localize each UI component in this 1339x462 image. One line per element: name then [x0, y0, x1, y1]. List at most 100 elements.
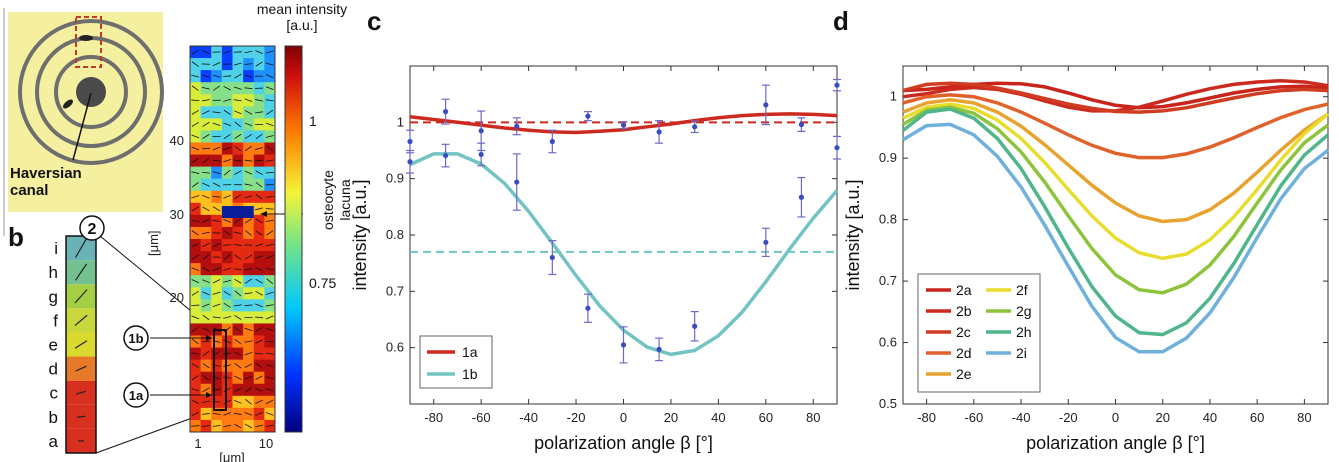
layer-label-g: g — [49, 287, 58, 306]
region-1a-label: 1a — [129, 388, 144, 403]
orientation-tick — [191, 411, 200, 416]
orientation-tick — [191, 49, 199, 55]
orientation-tick — [233, 86, 242, 90]
orientation-tick — [265, 304, 274, 307]
y-tick-label: 0.7 — [386, 283, 404, 298]
orientation-tick — [223, 244, 232, 246]
orientation-tick — [212, 122, 221, 127]
orientation-tick — [223, 316, 232, 319]
layer-orientation-tick — [74, 238, 88, 258]
arrowhead-icon — [206, 392, 212, 398]
layer-orientation-tick — [74, 314, 88, 326]
orientation-tick — [244, 50, 253, 54]
x-tick-label: -80 — [917, 410, 936, 425]
orientation-tick — [265, 243, 274, 247]
orientation-tick — [223, 75, 232, 77]
orientation-tick — [266, 278, 274, 285]
orientation-tick — [202, 374, 210, 381]
orientation-tick — [191, 267, 200, 271]
orientation-tick — [223, 146, 232, 151]
orientation-tick — [265, 195, 274, 198]
orientation-tick — [223, 376, 232, 379]
orientation-tick — [202, 387, 210, 393]
orientation-tick — [234, 314, 242, 320]
orientation-tick — [234, 133, 242, 140]
data-point-1a — [798, 121, 805, 128]
orientation-tick — [255, 290, 263, 296]
orientation-tick — [255, 303, 263, 308]
orientation-tick — [266, 230, 274, 236]
orientation-tick — [234, 254, 242, 260]
orientation-tick — [265, 159, 274, 162]
column-marker-label: 2 — [88, 221, 97, 238]
orientation-tick — [255, 339, 263, 344]
y-tick-label: 0.8 — [879, 212, 897, 227]
lacuna-annotation-line2: lacuna — [337, 179, 353, 220]
orientation-tick — [255, 316, 264, 319]
orientation-tick — [201, 74, 210, 78]
legend-label-1a: 1a — [462, 344, 478, 360]
orientation-tick — [244, 159, 253, 162]
orientation-tick — [191, 171, 200, 174]
region-1b-marker — [123, 325, 149, 351]
layer-column-frame — [65, 235, 97, 454]
orientation-tick — [223, 424, 232, 428]
legend-label-2i: 2i — [1016, 345, 1027, 361]
orientation-tick — [234, 278, 242, 284]
orientation-tick — [255, 147, 264, 150]
data-point-1a — [834, 82, 840, 88]
legend-label-2g: 2g — [1016, 303, 1032, 319]
orientation-tick — [265, 255, 274, 260]
orientation-tick — [212, 146, 221, 151]
orientation-tick — [191, 388, 200, 392]
orientation-tick — [244, 218, 252, 224]
orientation-tick — [266, 109, 274, 115]
orientation-tick — [202, 242, 210, 248]
orientation-tick — [212, 267, 221, 272]
x-tick-label: 0 — [1112, 410, 1119, 425]
orientation-tick — [245, 230, 252, 236]
orientation-tick — [233, 110, 242, 115]
series-line-2c — [902, 81, 1329, 114]
data-point-1a — [514, 123, 520, 129]
orientation-tick — [201, 86, 210, 90]
orientation-tick — [191, 254, 199, 260]
data-point-1b — [549, 254, 555, 261]
legend-label-2c: 2c — [956, 324, 971, 340]
orientation-tick — [255, 278, 263, 284]
orientation-tick — [265, 424, 274, 428]
orientation-tick — [244, 87, 253, 90]
orientation-tick — [202, 363, 210, 369]
orientation-tick — [212, 111, 221, 114]
orientation-tick — [233, 99, 242, 102]
y-tick-label: 1 — [397, 114, 404, 129]
orientation-tick — [191, 109, 199, 115]
orientation-tick — [202, 314, 210, 321]
orientation-tick — [202, 254, 210, 260]
orientation-tick — [255, 111, 264, 114]
data-point-1a — [656, 129, 662, 135]
colorbar-title-line2: [a.u.] — [286, 17, 317, 33]
intensity-heatmap — [190, 46, 276, 433]
orientation-tick — [265, 268, 274, 270]
orientation-tick — [223, 254, 231, 260]
x-tick-label: -20 — [567, 410, 586, 425]
orientation-tick — [223, 169, 231, 176]
orientation-tick — [244, 292, 253, 295]
orientation-tick — [223, 133, 231, 139]
lacuna-spot — [221, 206, 254, 218]
map-ytick: 20 — [170, 290, 184, 305]
orientation-tick — [265, 352, 274, 355]
panel-d-label: d — [833, 6, 849, 36]
orientation-tick — [234, 121, 242, 128]
orientation-tick — [265, 99, 274, 102]
y-tick-label: 0.7 — [879, 273, 897, 288]
orientation-tick — [212, 279, 221, 284]
x-tick-label: 0 — [620, 410, 627, 425]
highlight-region-box — [75, 16, 102, 68]
panel-c-label: c — [367, 6, 381, 36]
orientation-tick — [255, 255, 263, 259]
orientation-tick — [212, 316, 221, 319]
y-axis-label: intensity [a.u.] — [843, 179, 863, 290]
